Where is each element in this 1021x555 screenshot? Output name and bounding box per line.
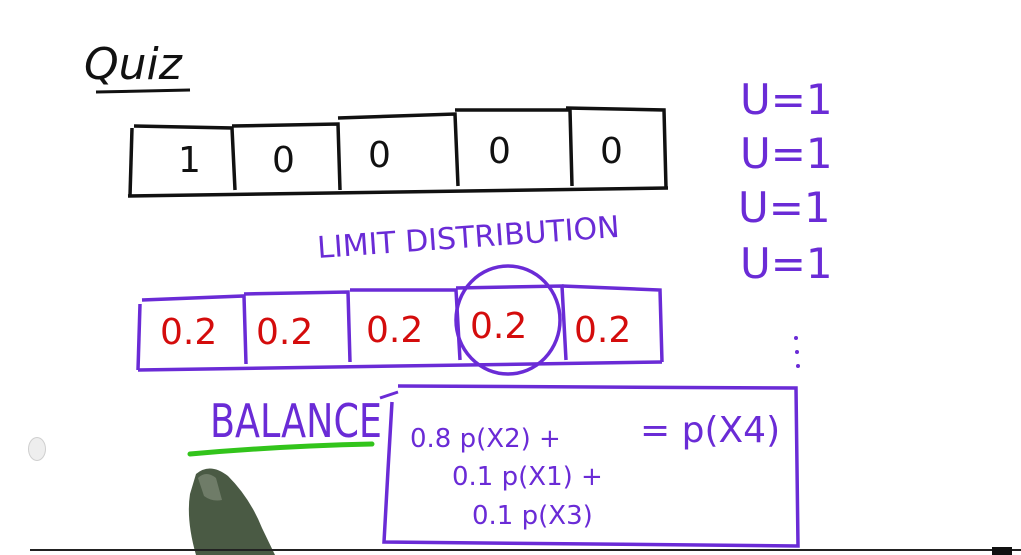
u-value-2: U=1: [740, 129, 833, 178]
balance-term-1: 0.8 p(X2) +: [410, 424, 561, 454]
balance-result: = p(X4): [640, 410, 780, 451]
corner-marker: [992, 547, 1012, 555]
balance-label: BALANCE: [210, 394, 382, 448]
limit-cell-5: 0.2: [574, 310, 631, 351]
balance-term-2: 0.1 p(X1) +: [452, 462, 603, 492]
balance-underline: [187, 441, 375, 457]
u-value-1: U=1: [740, 75, 833, 124]
limit-cell-3: 0.2: [366, 310, 423, 351]
limit-row: [136, 284, 664, 372]
limit-cell-4: 0.2: [470, 306, 527, 347]
limit-cell-2: 0.2: [256, 312, 313, 353]
balance-box: [382, 384, 800, 548]
balance-box-inner-edge: [379, 390, 399, 400]
hand-icon: [188, 468, 275, 555]
balance-term-3: 0.1 p(X3): [472, 501, 593, 531]
quiz-title: Quiz: [84, 39, 183, 90]
limit-distribution-label: LIMIT DISTRIBUTION: [316, 210, 621, 266]
prior-cell-2: 0: [272, 140, 295, 181]
limit-cell-1: 0.2: [160, 312, 217, 353]
scroll-handle[interactable]: [28, 437, 46, 461]
prior-cell-4: 0: [488, 131, 511, 172]
u-value-3: U=1: [738, 183, 831, 232]
prior-cell-5: 0: [600, 131, 623, 172]
prior-cell-3: 0: [368, 135, 391, 176]
prior-row: [127, 106, 669, 198]
title-underline: [95, 88, 191, 94]
video-progress-bar[interactable]: [30, 549, 1021, 551]
u-value-4: U=1: [740, 239, 833, 288]
highlight-circle: [454, 264, 562, 376]
continuation-dots: [794, 336, 800, 368]
prior-cell-1: 1: [178, 140, 201, 181]
